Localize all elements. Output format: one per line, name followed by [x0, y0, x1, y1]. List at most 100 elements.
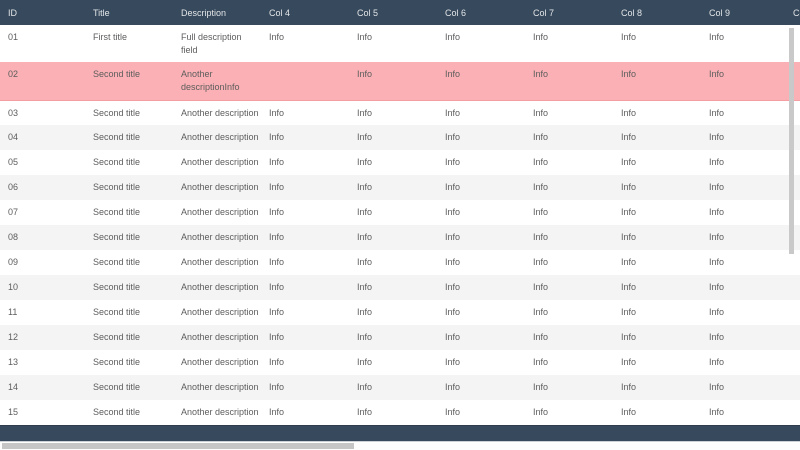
cell-col4: Info [269, 157, 285, 167]
cell-col8: Info [621, 32, 637, 42]
cell-col4: Info [269, 232, 285, 242]
column-header-col7[interactable]: Col 7 [525, 0, 613, 25]
table-header-row: ID Title Description Col 4 Col 5 Col 6 Col 7 Co… [0, 0, 800, 25]
column-header-col4[interactable]: Col 4 [261, 0, 349, 25]
column-header-id[interactable]: ID [0, 0, 85, 25]
cell-col7: Info [533, 107, 549, 118]
cell-title: Second title [93, 207, 141, 217]
column-header-col6[interactable]: Col 6 [437, 0, 525, 25]
table-row[interactable]: 06 Second title Another description Info Inf… [0, 175, 800, 200]
cell-description: Another description [173, 325, 261, 350]
cell-id: 14 [8, 382, 19, 392]
column-header-description[interactable]: Description [173, 0, 261, 25]
table-row[interactable]: 13 Second title Another description Info Inf… [0, 350, 800, 375]
cell-col5: Info [357, 157, 373, 167]
cell-id: 01 [8, 32, 19, 42]
cell-col6: Info [445, 257, 461, 267]
table-row[interactable]: 15 Second title Another description Info Inf… [0, 400, 800, 425]
cell-title: Second title [93, 182, 141, 192]
cell-col6: Info [445, 157, 461, 167]
cell-col8: Info [621, 182, 637, 192]
cell-title: Second title [93, 332, 141, 342]
cell-description: Another description [173, 200, 261, 225]
horizontal-scrollbar-thumb[interactable] [2, 443, 354, 449]
cell-col7: Info [533, 407, 549, 417]
cell-col6: Info [445, 407, 461, 417]
cell-col5: Info [357, 282, 373, 292]
cell-id: 13 [8, 357, 19, 367]
cell-col4: Info [269, 407, 285, 417]
cell-description: Another description [173, 300, 261, 325]
description-line: Another description [181, 332, 259, 342]
cell-id: 04 [8, 132, 19, 142]
column-header-title[interactable]: Title [85, 0, 173, 25]
cell-col7: Info [533, 382, 549, 392]
table-row[interactable]: 09 Second title Another description Info Inf… [0, 250, 800, 275]
cell-title: Second title [93, 407, 141, 417]
horizontal-scrollbar[interactable] [0, 443, 800, 450]
cell-col6: Info [445, 207, 461, 217]
cell-title: First title [93, 32, 128, 42]
column-header-col5[interactable]: Col 5 [349, 0, 437, 25]
cell-col4: Info [269, 282, 285, 292]
cell-description: Another description [173, 275, 261, 300]
column-header-col9[interactable]: Col 9 [701, 0, 785, 25]
description-line: Another [181, 69, 213, 79]
cell-description: Another description [173, 375, 261, 400]
description-line: Another description [181, 282, 259, 292]
description-line: Full description [181, 32, 242, 42]
description-line: Another description [181, 132, 259, 142]
data-table: ID Title Description Col 4 Col 5 Col 6 Col 7 Co… [0, 0, 800, 425]
cell-id: 06 [8, 182, 19, 192]
cell-description: Another description [173, 350, 261, 375]
table-row[interactable]: 11 Second title Another description Info Inf… [0, 300, 800, 325]
cell-col6: Info [445, 307, 461, 317]
cell-col4: Info [269, 357, 285, 367]
table-row[interactable]: 01 First title Full description field Info In… [0, 25, 800, 62]
cell-col7: Info [525, 62, 613, 101]
cell-col6: Info [445, 382, 461, 392]
column-header-col10[interactable]: Col 10 [785, 0, 800, 25]
cell-title: Second title [93, 357, 141, 367]
cell-col4: Info [269, 182, 285, 192]
cell-col4 [261, 62, 349, 101]
cell-col6: Info [445, 232, 461, 242]
cell-col10 [785, 400, 800, 425]
table-row[interactable]: 08 Second title Another description Info Inf… [0, 225, 800, 250]
table-row[interactable]: 03 Second title Another description Info Inf… [0, 100, 800, 125]
cell-col7: Info [533, 282, 549, 292]
cell-id: 05 [8, 157, 19, 167]
cell-col8: Info [621, 157, 637, 167]
table-row[interactable]: 14 Second title Another description Info Inf… [0, 375, 800, 400]
cell-id: 12 [8, 332, 19, 342]
table-row[interactable]: 07 Second title Another description Info Inf… [0, 200, 800, 225]
cell-col4: Info [269, 32, 285, 42]
cell-col5: Info [349, 62, 437, 101]
cell-col9: Info [709, 307, 725, 317]
description-line: Another description [181, 307, 259, 317]
description-line: Another description [181, 157, 259, 167]
table-row[interactable]: 02 Second title Another descriptionInfo Info… [0, 62, 800, 101]
table-row[interactable]: 12 Second title Another description Info Inf… [0, 325, 800, 350]
cell-description: Another description [173, 250, 261, 275]
cell-id: 02 [0, 62, 85, 101]
cell-col6: Info [445, 32, 461, 42]
table-row[interactable]: 05 Second title Another description Info Inf… [0, 150, 800, 175]
cell-col8: Info [613, 62, 701, 101]
description-line: Another description [181, 182, 259, 192]
cell-col8: Info [621, 407, 637, 417]
table-row[interactable]: 10 Second title Another description Info Inf… [0, 275, 800, 300]
cell-title: Second title [93, 232, 141, 242]
cell-description: Another description [173, 175, 261, 200]
cell-description: Another description [173, 225, 261, 250]
cell-col5: Info [357, 332, 373, 342]
column-header-col8[interactable]: Col 8 [613, 0, 701, 25]
cell-col5: Info [357, 257, 373, 267]
description-line: Another description [181, 107, 259, 118]
vertical-scrollbar-thumb[interactable] [789, 28, 794, 254]
table-row[interactable]: 04 Second title Another description Info Inf… [0, 125, 800, 150]
cell-col4: Info [269, 132, 285, 142]
cell-col8: Info [621, 132, 637, 142]
description-line: Another description [181, 407, 259, 417]
cell-col10 [785, 275, 800, 300]
